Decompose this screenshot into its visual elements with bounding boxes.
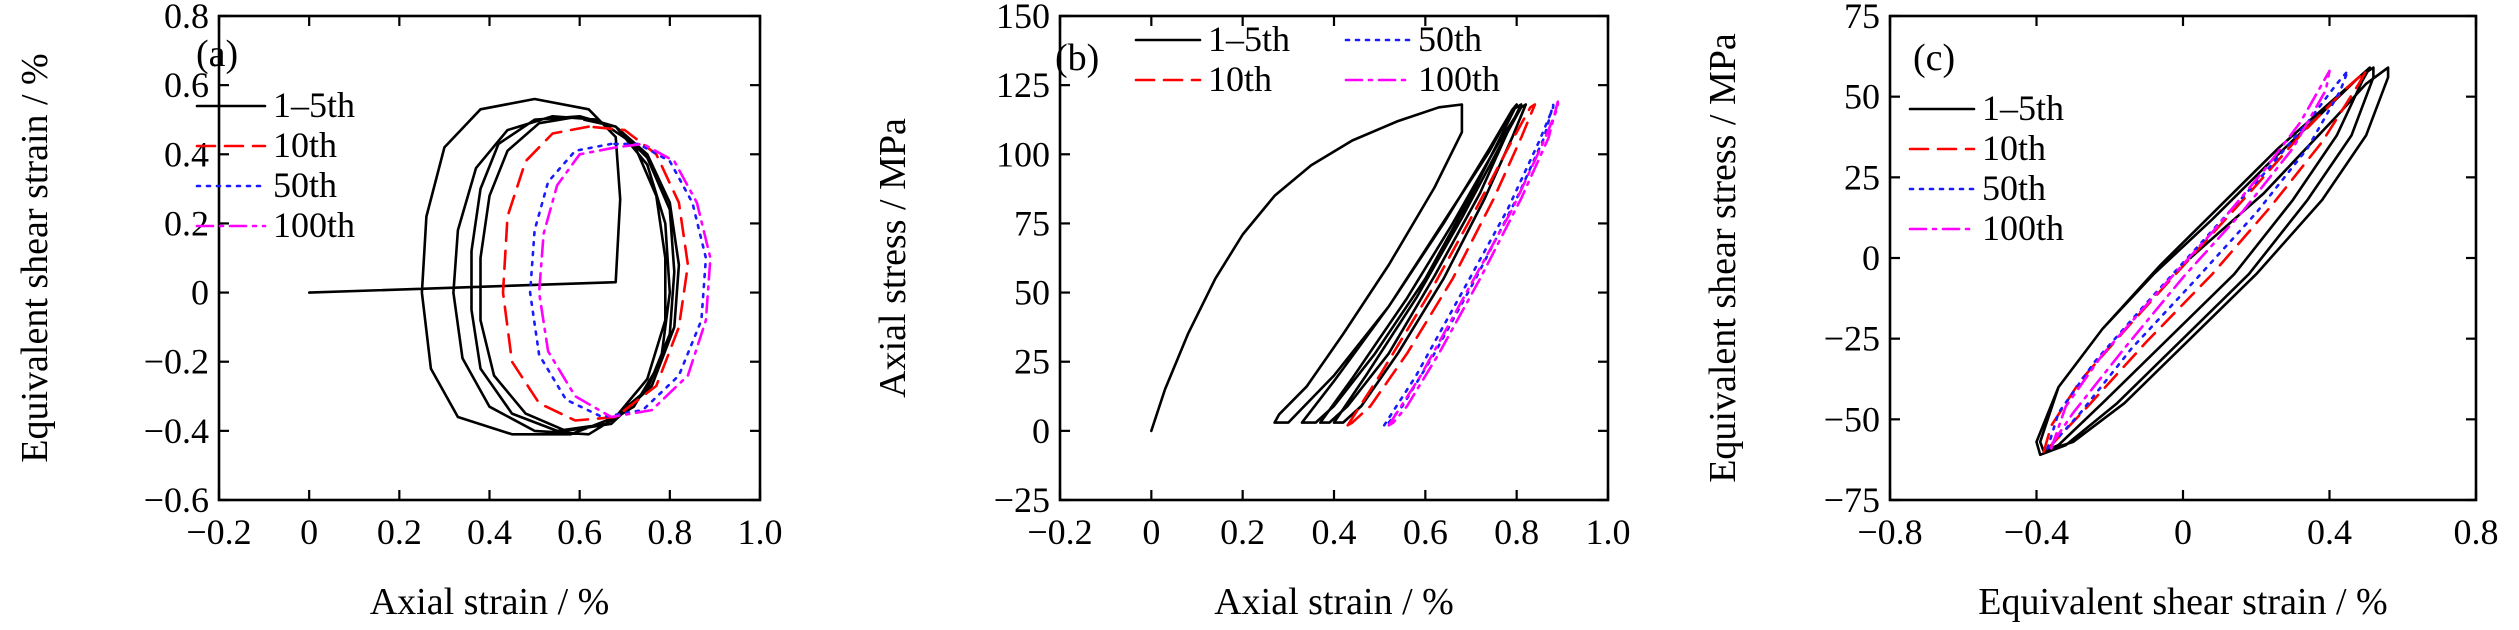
x-axis-title: Axial strain / % [370,581,610,623]
y-tick-label: −25 [994,480,1050,520]
series-curve-10th [2042,69,2368,453]
y-tick-label: 0.8 [164,0,209,36]
y-tick-label: −0.2 [144,342,209,382]
x-tick-label: 0.4 [2307,512,2352,552]
y-tick-label: 0 [191,273,209,313]
y-tick-label: −75 [1824,480,1880,520]
chart-panel-1: −0.2 0 0.2 0.4 0.6 0.8 1.0 −0.6 −0.4 −0.2 0 0.2 0.4 0… [14,0,783,623]
x-tick-label: 0.6 [557,512,602,552]
y-tick-label: 75 [1844,0,1880,36]
y-tick-label: 25 [1014,342,1050,382]
y-tick-label: −0.4 [144,411,209,451]
y-axis-title: Equivalent shear stress / MPa [1702,33,1744,483]
y-tick-label: 50 [1844,77,1880,117]
y-tick-label: 25 [1844,157,1880,197]
x-tick-label: −0.8 [1857,512,1922,552]
x-tick-label: 0.2 [1220,512,1265,552]
series-curve-100th [537,142,712,419]
legend-label: 10th [1208,59,1272,99]
x-tick-label: 0.8 [647,512,692,552]
panel-label: (a) [196,33,238,75]
y-tick-label: −50 [1824,399,1880,439]
x-axis-title: Axial strain / % [1214,581,1454,623]
legend-label: 50th [1982,168,2046,208]
y-tick-label: 0 [1862,238,1880,278]
y-axis-title: Axial stress / MPa [872,118,914,398]
y-axis-title: Equivalent shear strain / % [14,53,56,462]
series-curve-1–5th [1150,103,1528,433]
x-tick-label: 0.4 [467,512,512,552]
panel-label: (b) [1055,37,1099,79]
y-tick-label: 100 [996,134,1050,174]
x-tick-label: 0.2 [377,512,422,552]
y-tick-label: 150 [996,0,1050,36]
x-tick-label: 0.8 [2454,512,2499,552]
legend-label: 1–5th [1982,88,2064,128]
x-tick-label: 0.8 [1494,512,1539,552]
legend-label: 100th [1418,59,1500,99]
chart-panel-3: −0.8 −0.4 0 0.4 0.8 −75 −50 −25 0 25 50 75 Equivalen… [1702,0,2499,623]
x-tick-label: 1.0 [1586,512,1631,552]
x-axis-title: Equivalent shear strain / % [1978,581,2387,623]
legend-label: 10th [1982,128,2046,168]
y-tick-label: 0.6 [164,65,209,105]
series-curve-50th [2046,69,2350,450]
y-tick-label: 0.2 [164,203,209,243]
series-curve-100th [1387,100,1560,427]
x-tick-label: 0.4 [1312,512,1357,552]
legend-label: 10th [273,125,337,165]
x-tick-label: 0 [300,512,318,552]
x-tick-label: −0.4 [2004,512,2069,552]
y-tick-label: 50 [1014,273,1050,313]
x-tick-label: 1.0 [738,512,783,552]
plot-frame [1888,14,2478,502]
x-tick-label: 0.6 [1403,512,1448,552]
legend-label: 100th [273,205,355,245]
legend-label: 50th [273,165,337,205]
chart-panel-2: −0.2 0 0.2 0.4 0.6 0.8 1.0 −25 0 25 50 75 100 125 150 A… [872,0,1631,623]
legend-label: 1–5th [273,85,355,125]
series-curve-10th [501,125,690,422]
x-tick-label: 0 [1142,512,1160,552]
y-tick-label: 75 [1014,203,1050,243]
y-tick-label: 0.4 [164,134,209,174]
plot-frame [1058,14,1610,502]
series-curve-10th [1346,103,1537,427]
series-curve-1–5th [2035,66,2390,457]
series-curve-100th [2049,69,2331,450]
legend-label: 50th [1418,19,1482,59]
series-curve-50th [1382,103,1555,427]
y-tick-label: −25 [1824,319,1880,359]
legend-label: 1–5th [1208,19,1290,59]
series-curve-1–5th [307,97,681,436]
panel-label: (c) [1913,37,1955,79]
y-tick-label: 125 [996,65,1050,105]
y-tick-label: 0 [1032,411,1050,451]
legend-label: 100th [1982,208,2064,248]
x-tick-label: −0.2 [186,512,251,552]
series-curve-50th [528,142,708,419]
y-tick-label: −0.6 [144,480,209,520]
x-tick-label: 0 [2174,512,2192,552]
x-tick-label: −0.2 [1027,512,1092,552]
